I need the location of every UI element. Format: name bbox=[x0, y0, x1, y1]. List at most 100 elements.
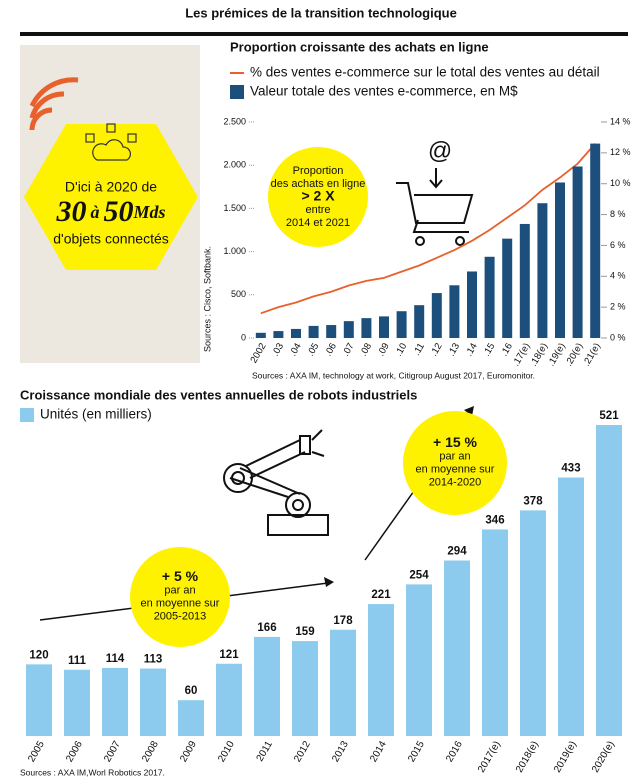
value-label: 114 bbox=[106, 653, 125, 665]
bar bbox=[431, 293, 442, 338]
x-tick-label: .16 bbox=[499, 341, 515, 358]
annotation-text: 2005-2013 bbox=[154, 610, 207, 622]
annotation-text: par an bbox=[164, 584, 195, 596]
x-tick-label: 2014 bbox=[368, 739, 389, 764]
legend-swatch bbox=[230, 85, 244, 99]
x-tick-label: .13 bbox=[446, 341, 462, 358]
bar bbox=[520, 510, 546, 736]
x-tick-label: 2015 bbox=[406, 739, 427, 764]
bar bbox=[178, 700, 204, 736]
info-big-part: 30 bbox=[55, 195, 86, 228]
value-label: 521 bbox=[599, 410, 619, 422]
annotation-bubble bbox=[268, 147, 368, 247]
bar bbox=[64, 669, 90, 736]
y2-tick-label: 2 % bbox=[610, 302, 626, 312]
x-tick-label: 2017(e) bbox=[476, 739, 503, 774]
bar bbox=[406, 584, 432, 736]
value-label: 166 bbox=[257, 622, 276, 634]
x-tick-label: 2007 bbox=[102, 739, 123, 764]
bar bbox=[379, 316, 389, 338]
x-tick-label: 2009 bbox=[178, 739, 199, 764]
pct-line bbox=[260, 143, 596, 315]
annotation-text: par an bbox=[439, 450, 470, 462]
value-label: 221 bbox=[371, 589, 391, 601]
x-tick-label: .04 bbox=[288, 341, 304, 358]
y2-tick-label: 10 % bbox=[610, 178, 631, 188]
arrow-head bbox=[464, 406, 474, 416]
legend-label: Unités (en milliers) bbox=[40, 407, 152, 422]
bar bbox=[444, 560, 470, 736]
annotation-text: + 5 % bbox=[162, 568, 199, 584]
legend-label: Valeur totale des ventes e-commerce, en … bbox=[250, 84, 518, 99]
x-tick-label: 2020(e) bbox=[590, 739, 617, 774]
bar bbox=[26, 664, 52, 736]
x-tick-label: .11 bbox=[411, 341, 427, 357]
value-label: 433 bbox=[561, 463, 580, 475]
info-big-part: à bbox=[90, 202, 99, 222]
robot-icon bbox=[223, 429, 329, 536]
annotation-text: > 2 X bbox=[301, 188, 335, 204]
arrow-head bbox=[324, 577, 334, 587]
value-label: 178 bbox=[333, 615, 353, 627]
hexagon bbox=[24, 124, 198, 270]
legend-label: % des ventes e-commerce sur le total des… bbox=[250, 65, 600, 80]
x-tick-label: 2006 bbox=[64, 739, 85, 764]
x-tick-label: .21(e) bbox=[581, 341, 603, 368]
bar bbox=[255, 332, 266, 338]
annotation-text: des achats en ligne bbox=[271, 178, 366, 190]
annotation-text: en moyenne sur bbox=[141, 597, 220, 609]
y-tick-label: 1.500 bbox=[223, 203, 246, 213]
bar bbox=[502, 238, 513, 338]
info-line: D'ici à 2020 de bbox=[65, 179, 157, 195]
annotation-text: 2014-2020 bbox=[429, 476, 482, 488]
bar bbox=[519, 223, 530, 338]
value-label: 113 bbox=[144, 654, 163, 666]
bar bbox=[326, 325, 337, 338]
bar bbox=[273, 331, 284, 338]
value-label: 120 bbox=[29, 649, 48, 661]
y-tick-label: 0 bbox=[241, 332, 246, 342]
y2-tick-label: 0 % bbox=[610, 332, 626, 342]
value-label: 294 bbox=[447, 546, 467, 558]
bar bbox=[308, 325, 319, 338]
x-tick-label: .12 bbox=[428, 341, 444, 358]
annotation-text: 2014 et 2021 bbox=[286, 217, 350, 229]
x-tick-label: .05 bbox=[305, 341, 321, 358]
title-rule bbox=[20, 32, 628, 36]
y-tick-label: 2.500 bbox=[223, 116, 246, 126]
bar bbox=[396, 311, 407, 338]
y2-tick-label: 8 % bbox=[610, 209, 626, 219]
chart-source: Sources : AXA IM, technology at work, Ci… bbox=[252, 370, 535, 380]
annotation-bubble bbox=[130, 547, 230, 647]
bar bbox=[330, 629, 356, 736]
bar bbox=[140, 668, 166, 736]
y-tick-label: 1.000 bbox=[223, 246, 246, 256]
bar bbox=[596, 425, 622, 736]
bar bbox=[292, 641, 318, 736]
value-label: 254 bbox=[409, 569, 429, 581]
info-source: Sources : Cisco, Softbank. bbox=[202, 246, 212, 352]
annotation-text: Proportion bbox=[293, 165, 344, 177]
x-tick-label: 2018(e) bbox=[514, 739, 541, 774]
bar bbox=[291, 328, 301, 338]
legend-swatch bbox=[20, 408, 34, 422]
page-title: Les prémices de la transition technologi… bbox=[185, 5, 457, 20]
info-big-part: 50 bbox=[103, 195, 133, 228]
y-tick-label: 500 bbox=[231, 289, 246, 299]
value-label: 346 bbox=[485, 514, 504, 526]
x-tick-label: .03 bbox=[270, 341, 286, 358]
bar bbox=[484, 256, 495, 338]
x-tick-label: 2016 bbox=[444, 739, 465, 764]
charts: Proportion croissante des achats en lign… bbox=[20, 39, 631, 777]
y2-tick-label: 4 % bbox=[610, 271, 626, 281]
bar bbox=[555, 182, 565, 338]
x-tick-label: .14 bbox=[464, 341, 480, 358]
info-line: d'objets connectés bbox=[53, 231, 169, 247]
x-tick-label: 2012 bbox=[292, 739, 313, 764]
bar bbox=[558, 477, 584, 736]
x-tick-label: .15 bbox=[481, 341, 497, 358]
annotation-text: entre bbox=[305, 204, 330, 216]
x-tick-label: .08 bbox=[358, 341, 374, 358]
y2-tick-label: 12 % bbox=[610, 147, 631, 157]
